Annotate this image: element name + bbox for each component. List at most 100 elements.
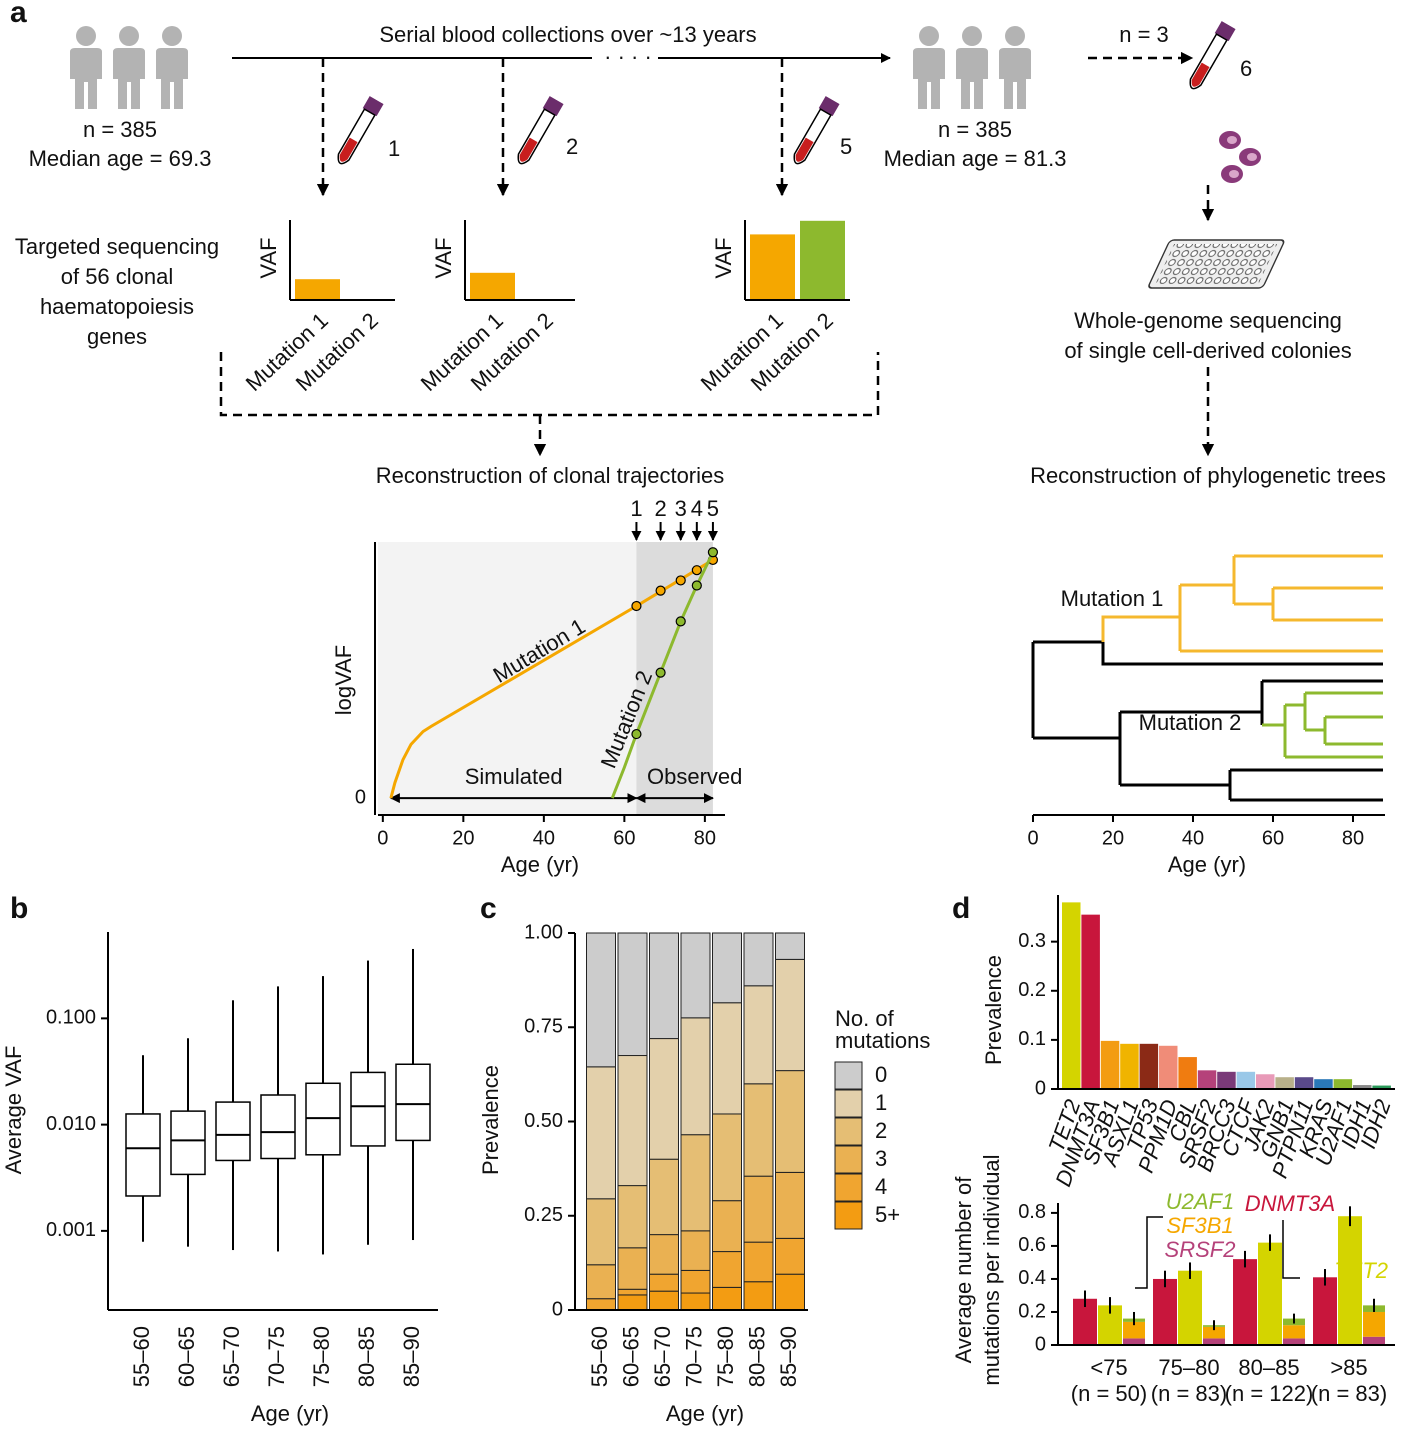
wgs-label: of single cell-derived colonies bbox=[1064, 338, 1351, 363]
x-tick-label: 0 bbox=[1027, 827, 1038, 849]
y-tick-label: 0 bbox=[1035, 1333, 1046, 1355]
box bbox=[125, 1113, 161, 1197]
y-axis-label: Prevalence bbox=[981, 955, 1006, 1065]
tree bbox=[1031, 554, 1383, 802]
targeted-label: of 56 clonal bbox=[61, 264, 174, 289]
cohort-size: n = 385 bbox=[83, 117, 157, 142]
blood-tube bbox=[788, 95, 841, 168]
bar-segment bbox=[1283, 1325, 1305, 1339]
y-tick-label: 0 bbox=[355, 786, 366, 808]
bar bbox=[1236, 1071, 1256, 1089]
observed-point bbox=[655, 667, 666, 678]
targeted-label: Targeted sequencing bbox=[15, 234, 219, 259]
x-tick-label: 80–85 bbox=[1238, 1355, 1299, 1380]
bar-segment bbox=[775, 1237, 805, 1275]
box bbox=[170, 1110, 206, 1176]
legend-label: 1 bbox=[875, 1090, 887, 1115]
bar-segment bbox=[586, 1066, 616, 1200]
x-tick-label: 65–70 bbox=[219, 1326, 244, 1387]
y-tick-label: 0.001 bbox=[46, 1219, 96, 1241]
bar-segment bbox=[649, 1234, 679, 1275]
bar-segment bbox=[712, 1251, 742, 1288]
bar-segment bbox=[617, 1055, 648, 1187]
bar bbox=[1100, 1040, 1120, 1089]
bar-segment bbox=[743, 932, 774, 987]
sample-number: 6 bbox=[1240, 56, 1252, 81]
y-tick-label: 0.100 bbox=[46, 1007, 96, 1029]
y-tick-label: 0.2 bbox=[1018, 1300, 1046, 1322]
cohort-icon bbox=[70, 26, 188, 109]
bar-segment bbox=[1123, 1338, 1145, 1345]
bar bbox=[1062, 902, 1081, 1089]
box bbox=[215, 1101, 251, 1162]
legend-label: 0 bbox=[875, 1062, 887, 1087]
series-label: TET2 bbox=[1334, 1258, 1388, 1283]
bar-segment bbox=[586, 1198, 616, 1266]
x-tick-label: 40 bbox=[1182, 827, 1204, 849]
sample-number: 2 bbox=[566, 134, 578, 159]
bar bbox=[800, 220, 845, 300]
x-tick-label: 20 bbox=[1102, 827, 1124, 849]
x-tick-label: 80–85 bbox=[354, 1326, 379, 1387]
bar-segment bbox=[743, 1083, 774, 1177]
region-label: Observed bbox=[647, 764, 742, 789]
y-tick-label: 0.50 bbox=[524, 1110, 563, 1132]
bar-segment bbox=[743, 985, 774, 1085]
bar bbox=[470, 272, 515, 300]
y-axis-label: Average VAF bbox=[1, 1046, 26, 1175]
box bbox=[260, 1094, 296, 1160]
x-tick-label: 60 bbox=[613, 827, 635, 849]
clone-label: Mutation 1 bbox=[1061, 586, 1164, 611]
callout-line bbox=[1282, 1220, 1300, 1279]
series-label: SRSF2 bbox=[1165, 1237, 1236, 1262]
bar-segment bbox=[743, 1281, 774, 1311]
x-tick-label: 75–80 bbox=[713, 1326, 738, 1387]
bar bbox=[1081, 914, 1100, 1089]
x-tick-label: 55–60 bbox=[587, 1326, 612, 1387]
observed-point bbox=[691, 580, 702, 591]
panel-label: d bbox=[952, 892, 970, 925]
bar-segment bbox=[1203, 1326, 1225, 1339]
blood-tube bbox=[512, 95, 565, 168]
bar bbox=[1178, 1270, 1202, 1345]
bar bbox=[1275, 1077, 1294, 1089]
bar-segment bbox=[680, 1230, 711, 1271]
legend-title: No. of bbox=[835, 1006, 895, 1031]
x-axis-label: Age (yr) bbox=[251, 1401, 329, 1426]
sample-label: 2 bbox=[654, 496, 666, 521]
x-axis-label: Age (yr) bbox=[501, 852, 579, 877]
y-axis-label: VAF bbox=[256, 237, 281, 278]
sample-label: 5 bbox=[707, 496, 719, 521]
y-tick-label: 1.00 bbox=[524, 921, 563, 943]
targeted-label: haematopoiesis bbox=[40, 294, 194, 319]
series-label: U2AF1 bbox=[1166, 1189, 1234, 1214]
box bbox=[350, 1071, 386, 1147]
section-title: Reconstruction of clonal trajectories bbox=[376, 463, 725, 488]
x-tick-label: 60–65 bbox=[618, 1326, 643, 1387]
sample-number: 5 bbox=[840, 134, 852, 159]
cells bbox=[1219, 131, 1261, 183]
bar-segment bbox=[1363, 1336, 1385, 1345]
legend-label: 5+ bbox=[875, 1202, 900, 1227]
bar bbox=[1353, 1085, 1372, 1089]
bar-segment bbox=[649, 1273, 679, 1292]
legend-swatch bbox=[834, 1061, 863, 1090]
bar bbox=[1294, 1077, 1314, 1089]
x-tick-label: 80 bbox=[1342, 827, 1364, 849]
bar-segment bbox=[586, 1264, 616, 1300]
bar-segment bbox=[712, 1286, 742, 1311]
bar bbox=[1139, 1043, 1159, 1089]
bar-segment bbox=[712, 1200, 742, 1253]
timeline-label: Serial blood collections over ~13 years bbox=[379, 22, 756, 47]
legend-swatch bbox=[834, 1089, 863, 1118]
bar bbox=[1313, 1277, 1337, 1345]
bar bbox=[1258, 1242, 1282, 1345]
bar-segment bbox=[617, 1247, 648, 1290]
legend-label: 4 bbox=[875, 1174, 887, 1199]
legend-title: mutations bbox=[835, 1028, 930, 1053]
bar-segment bbox=[1123, 1321, 1145, 1339]
observed-point bbox=[691, 565, 702, 576]
x-tick-label: <75 bbox=[1090, 1355, 1127, 1380]
bar-segment bbox=[743, 1175, 774, 1243]
